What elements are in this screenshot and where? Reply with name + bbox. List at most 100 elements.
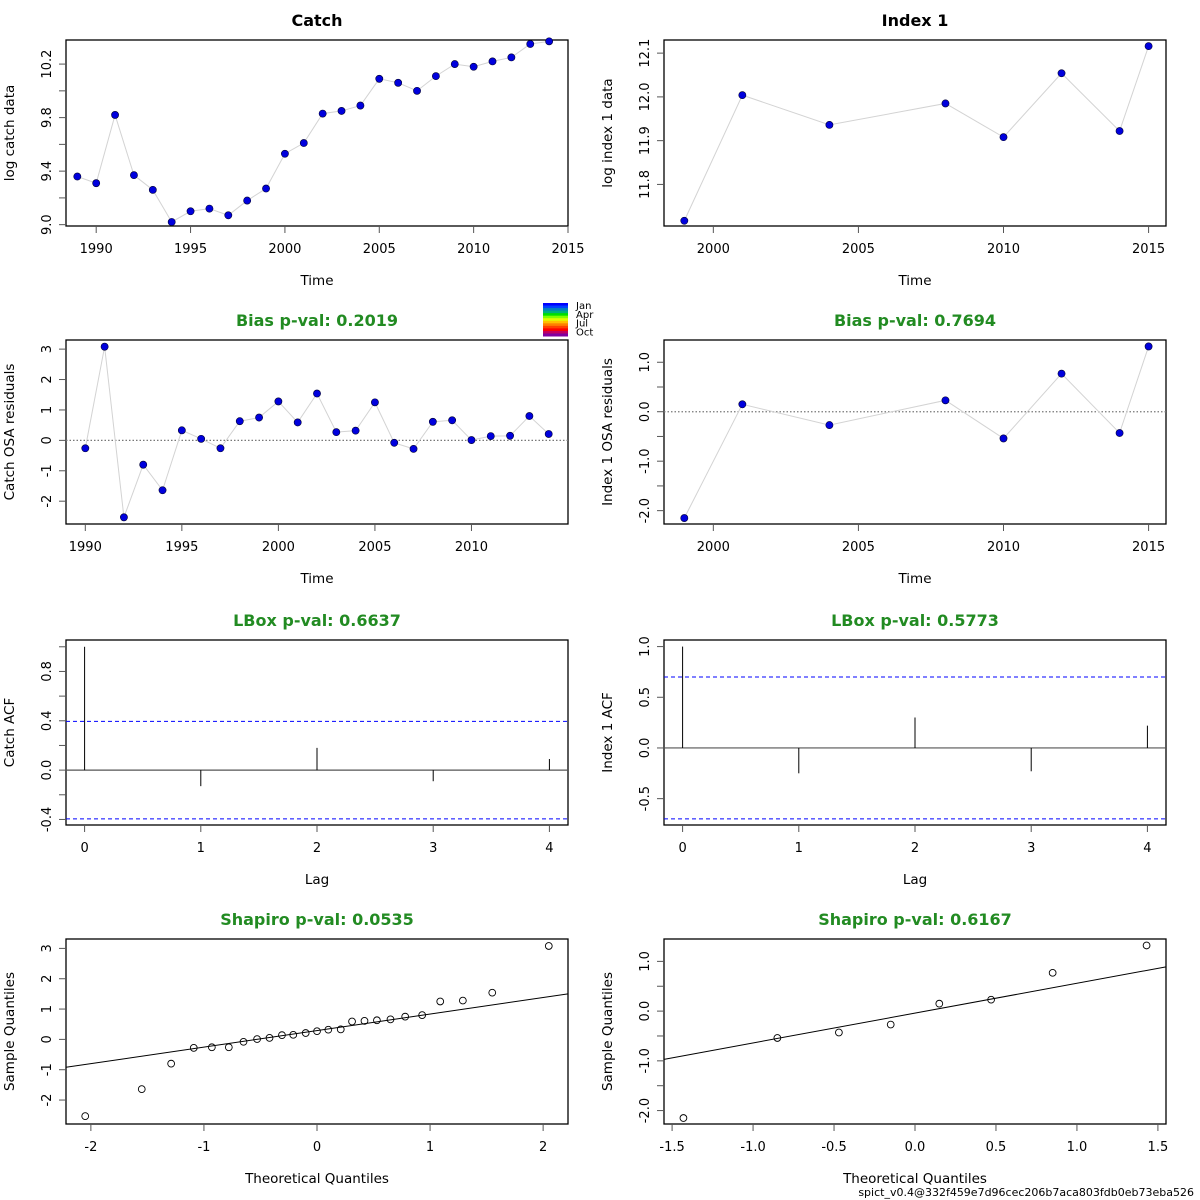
data-point: [130, 171, 138, 180]
data-point: [488, 57, 497, 66]
plot-frame: [65, 938, 569, 1125]
panel-title: Bias p-val: 0.2019: [236, 311, 398, 330]
y-tick-label: 1.0: [638, 352, 653, 373]
x-tick-label: 2005: [358, 540, 391, 555]
x-tick-label: 1: [197, 841, 205, 856]
y-tick-label: -1.0: [638, 448, 653, 473]
data-point: [825, 421, 834, 429]
legend-swatch: [543, 308, 568, 312]
panel-catch-acf: LBox p-val: 0.6637 0 1 2 3 4 -0.4 0.0 0.4 0.8 Lag C…: [2, 611, 569, 888]
x-tick-label: 2000: [268, 242, 301, 257]
y-tick-label: 0.0: [638, 401, 653, 422]
data-point: [375, 74, 384, 83]
data-point: [148, 185, 157, 194]
x-tick-label: 2010: [455, 540, 488, 555]
qq-point: [886, 1020, 895, 1029]
legend-swatch: [543, 325, 568, 329]
qq-point: [1142, 941, 1151, 950]
qq-point: [544, 942, 553, 950]
qq-point: [488, 988, 497, 997]
series-line: [683, 45, 1150, 221]
data-point: [545, 37, 554, 46]
plot-frame: [663, 39, 1167, 227]
data-point: [92, 179, 101, 188]
data-point: [139, 460, 148, 469]
qq-point: [348, 1017, 356, 1026]
panel-index-residuals: Bias p-val: 0.7694 2000 2005 2010 2015 -2.0 -1…: [600, 311, 1167, 587]
data-point: [274, 397, 283, 406]
y-tick-label: 0.8: [40, 661, 55, 682]
data-point: [81, 444, 90, 453]
qq-point: [265, 1034, 274, 1042]
data-point: [262, 184, 270, 193]
x-axis-label: Theoretical Quantiles: [244, 1171, 389, 1187]
legend-swatch: [543, 315, 568, 319]
data-point: [197, 434, 206, 443]
x-tick-label: 2015: [1132, 540, 1165, 555]
data-point: [390, 438, 399, 447]
qq-line: [65, 993, 569, 1068]
data-point: [507, 53, 516, 62]
legend-label: Oct: [576, 327, 593, 338]
x-tick-label: 1995: [174, 242, 207, 257]
y-tick-label: 0: [40, 1035, 55, 1043]
x-axis-label: Time: [299, 273, 333, 289]
x-axis-label: Theoretical Quantiles: [842, 1171, 987, 1187]
legend-swatch: [543, 313, 568, 317]
data-point: [999, 133, 1008, 142]
y-tick-label: -2: [40, 1094, 55, 1107]
y-axis-label: Index 1 ACF: [600, 692, 616, 773]
qq-point: [679, 1114, 688, 1122]
x-tick-label: 0: [313, 1140, 321, 1155]
x-tick-label: 1.5: [1148, 1140, 1169, 1155]
data-point: [1115, 429, 1124, 437]
qq-point: [289, 1030, 298, 1039]
data-point: [413, 86, 421, 95]
x-tick-label: 1.0: [1067, 1140, 1088, 1155]
x-axis-label: Time: [897, 273, 931, 289]
data-point: [351, 426, 360, 435]
legend-swatch: [543, 328, 568, 332]
data-point: [409, 444, 418, 453]
data-point: [506, 431, 514, 440]
legend-swatch: [543, 333, 568, 337]
qq-point: [935, 999, 944, 1008]
panel-index-qq: Shapiro p-val: 0.6167 -1.5 -1.0 -0.5 0.0 0.5 1…: [600, 910, 1168, 1187]
panel-index-data: Index 1 2000 2005 2010 2015 11.8 11.9 12.0 12.1 T…: [600, 11, 1167, 289]
data-point: [1057, 69, 1066, 78]
qq-point: [835, 1028, 843, 1037]
data-point: [205, 204, 214, 213]
data-point: [186, 207, 195, 216]
data-point: [318, 109, 327, 118]
y-tick-label: -2.0: [638, 498, 653, 523]
y-axis-label: Sample Quantiles: [600, 972, 616, 1091]
y-tick-label: 2: [40, 975, 55, 983]
data-point: [177, 426, 186, 435]
x-tick-label: 2005: [363, 242, 396, 257]
data-point: [111, 111, 119, 119]
data-point: [394, 78, 403, 87]
qq-line: [663, 966, 1167, 1060]
y-axis-label: log index 1 data: [600, 78, 616, 187]
data-point: [431, 72, 440, 81]
data-point: [224, 211, 233, 220]
x-tick-label: 2000: [697, 540, 730, 555]
y-tick-label: -2: [40, 495, 55, 508]
x-axis-label: Lag: [305, 872, 329, 888]
data-point: [158, 486, 167, 495]
y-tick-label: 3: [40, 944, 55, 952]
legend-swatch: [543, 303, 568, 307]
qq-point: [208, 1043, 216, 1052]
y-tick-label: 9.4: [40, 161, 55, 182]
y-axis-label: log catch data: [2, 85, 18, 182]
y-tick-label: 2: [40, 375, 55, 383]
data-point: [281, 149, 289, 158]
y-axis-label: Index 1 OSA residuals: [600, 358, 616, 506]
panel-catch-residuals: Bias p-val: 0.2019 1990 1995 2000 2005 2010 -2…: [2, 301, 594, 587]
qq-point: [987, 995, 995, 1004]
y-tick-label: -1: [40, 464, 55, 477]
qq-point: [253, 1035, 261, 1043]
y-tick-label: 0.5: [638, 687, 653, 708]
data-point: [486, 432, 495, 441]
